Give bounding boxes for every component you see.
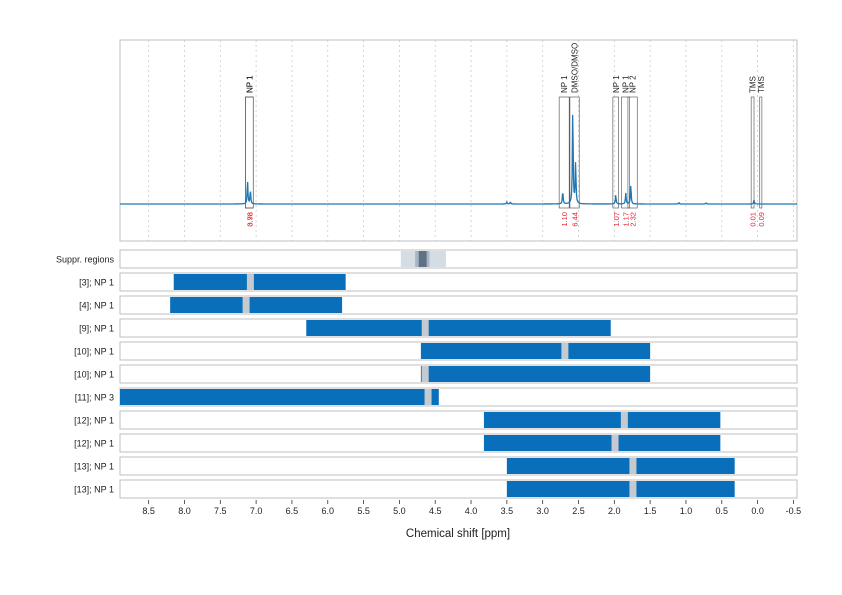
annotation-box [627,96,638,209]
annotation-box [558,96,570,209]
x-tick-label: 4.0 [465,506,478,516]
spectrum-panel [119,39,798,242]
x-tick-label: 0.0 [751,506,764,516]
row-label: [3]; NP 1 [79,278,114,288]
annotation-box [759,96,763,209]
row-marker [629,481,637,497]
annotation-label: DMSO/DMSO [571,43,580,93]
row-label: [10]; NP 1 [74,370,114,380]
row-bar [420,343,651,359]
annotation-label: NP 1 [612,75,621,93]
x-tick-label: 4.5 [429,506,442,516]
suppression-row [119,249,798,269]
row-bar [420,366,651,382]
annotation-box [750,96,755,209]
annotation-label: TMS [749,76,758,93]
row-label: [9]; NP 1 [79,324,114,334]
x-tick-label: 7.5 [214,506,227,516]
integral-label: 6.44 [571,212,580,227]
row-label: [10]; NP 1 [74,347,114,357]
row-marker [424,389,432,405]
annotation-box [612,96,619,209]
row-bar [506,481,735,497]
x-tick-label: 7.0 [250,506,263,516]
annotation-box [245,96,254,209]
x-tick-label: 2.5 [572,506,585,516]
row-marker [629,458,637,474]
integral-label: 0.78 [245,212,254,227]
row-label: [13]; NP 1 [74,485,114,495]
row-marker [242,297,250,313]
x-tick-label: 0.5 [716,506,729,516]
annotation-label: TMS [757,76,766,93]
row-marker [246,274,254,290]
row-label: [12]; NP 1 [74,439,114,449]
row-bar [506,458,735,474]
row-marker [620,412,628,428]
annotation-label: NP 1 [560,75,569,93]
row-bar [120,389,439,405]
row-label: [4]; NP 1 [79,301,114,311]
suppression-region [418,251,427,267]
annotation-box [569,96,580,209]
x-tick-label: 5.0 [393,506,406,516]
integral-label: 2.32 [629,212,638,227]
row-marker [611,435,619,451]
annotation-label: NP 1 [245,75,254,93]
integral-label: 3.98 [245,212,254,227]
x-tick-label: 6.0 [321,506,334,516]
x-tick-label: 1.5 [644,506,657,516]
row-bar [483,435,721,451]
row-marker [421,320,429,336]
integral-label: 1.10 [560,212,569,227]
x-tick-label: 3.5 [501,506,514,516]
annotation-label: NP 2 [629,75,638,93]
row-label: [12]; NP 1 [74,416,114,426]
x-tick-label: 8.5 [142,506,155,516]
x-tick-label: -0.5 [786,506,802,516]
row-bar [483,412,721,428]
row-bar [173,274,346,290]
integral-label: 1.17 [621,212,630,227]
x-axis-label: Chemical shift [ppm] [406,528,510,540]
annotation-box [621,96,630,209]
row-label: [13]; NP 1 [74,462,114,472]
row-bar [306,320,611,336]
annotation-label: NP 1 [621,75,630,93]
row-label: Suppr. regions [56,255,115,265]
row-label: [11]; NP 3 [75,393,114,403]
integral-label: 0.01 [749,212,758,227]
x-tick-label: 3.0 [536,506,549,516]
integral-label: 1.07 [612,212,621,227]
x-tick-label: 5.5 [357,506,370,516]
row-bar [170,297,343,313]
integral-label: 0.09 [757,212,766,227]
spectrum-line [120,114,797,205]
x-tick-label: 1.0 [680,506,693,516]
x-tick-label: 6.5 [286,506,299,516]
x-tick-label: 2.0 [608,506,621,516]
row-marker [421,366,429,382]
x-tick-label: 8.0 [178,506,191,516]
annotation-label: NP 1 [245,75,254,93]
row-marker [561,343,569,359]
